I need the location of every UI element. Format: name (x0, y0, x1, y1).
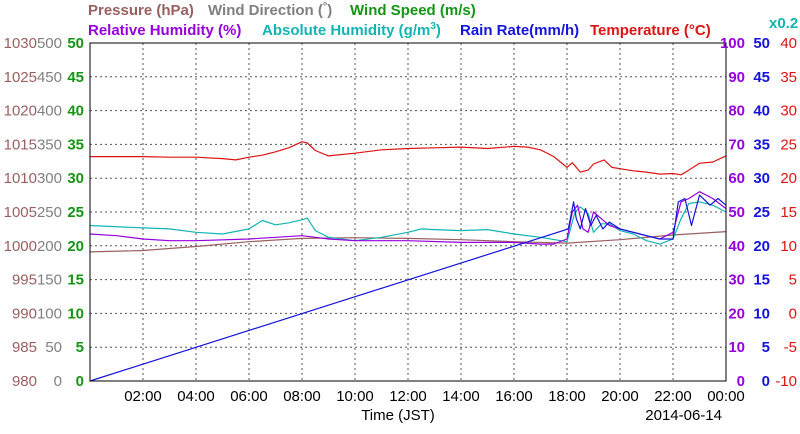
y-tick-wind-direction: 50 (45, 339, 62, 356)
x-tick: 16:00 (495, 388, 533, 405)
chart-grid (90, 43, 726, 381)
y-tick-relative-humidity: 70 (728, 136, 745, 153)
y-tick-temperature: 35 (780, 69, 797, 86)
y-tick-rain-rate: 10 (753, 305, 770, 322)
y-tick-relative-humidity: 20 (728, 305, 745, 322)
legend-pressure: Pressure (hPa) (88, 2, 194, 19)
x-axis-label: Time (JST) (361, 407, 435, 424)
y-tick-wind-speed: 20 (67, 238, 84, 255)
y-tick-rain-rate: 25 (753, 204, 770, 221)
y-tick-pressure: 1000 (4, 238, 37, 255)
y-tick-pressure: 1015 (4, 136, 37, 153)
y-tick-rain-rate: 35 (753, 136, 770, 153)
y-tick-wind-direction: 450 (37, 69, 62, 86)
y-tick-wind-speed: 30 (67, 170, 84, 187)
y-tick-rain-rate: 50 (753, 35, 770, 52)
y-tick-relative-humidity: 0 (737, 373, 745, 390)
y-tick-wind-direction: 350 (37, 136, 62, 153)
x-tick: 02:00 (124, 388, 162, 405)
y-tick-temperature: 10 (780, 238, 797, 255)
y-tick-relative-humidity: 40 (728, 238, 745, 255)
y-tick-temperature: -5 (784, 339, 797, 356)
legend-wind-direction: Wind Direction (°) (208, 1, 332, 19)
x-tick: 18:00 (548, 388, 586, 405)
y-tick-wind-direction: 300 (37, 170, 62, 187)
y-tick-pressure: 1030 (4, 35, 37, 52)
legend-temperature: Temperature (°C) (590, 22, 711, 39)
y-tick-wind-speed: 45 (67, 69, 84, 86)
y-tick-wind-speed: 50 (67, 35, 84, 52)
series-line-temperature (90, 141, 727, 176)
series-line-rain-rate (89, 194, 727, 382)
series-line-absolute-humidity (89, 201, 727, 245)
y-tick-pressure: 995 (12, 272, 37, 289)
y-tick-rain-rate: 40 (753, 103, 770, 120)
y-tick-temperature: 25 (780, 136, 797, 153)
plot-frame (89, 42, 727, 382)
x-tick: 10:00 (336, 388, 374, 405)
y-tick-rain-rate: 5 (762, 339, 770, 356)
y-tick-temperature: 30 (780, 103, 797, 120)
y-tick-rain-rate: 30 (753, 170, 770, 187)
y-tick-wind-direction: 150 (37, 272, 62, 289)
y-tick-rain-rate: 0 (762, 373, 770, 390)
y-tick-wind-direction: 250 (37, 204, 62, 221)
y-tick-wind-direction: 0 (54, 373, 62, 390)
y-tick-rain-rate: 20 (753, 238, 770, 255)
y-tick-relative-humidity: 90 (728, 69, 745, 86)
y-tick-wind-speed: 15 (67, 272, 84, 289)
x-tick: 06:00 (230, 388, 268, 405)
legend-rain-rate: Rain Rate(mm/h) (460, 22, 579, 39)
y-tick-wind-speed: 0 (76, 373, 84, 390)
y-tick-relative-humidity: 80 (728, 103, 745, 120)
y-tick-wind-speed: 40 (67, 103, 84, 120)
legend-absolute-humidity: Absolute Humidity (g/m3) (262, 21, 441, 39)
y-tick-temperature: 0 (789, 305, 797, 322)
x-tick: 04:00 (177, 388, 215, 405)
chart-date: 2014-06-14 (645, 407, 722, 424)
y-tick-temperature: -10 (775, 373, 797, 390)
y-tick-relative-humidity: 100 (720, 35, 745, 52)
y-tick-wind-speed: 10 (67, 305, 84, 322)
y-tick-relative-humidity: 60 (728, 170, 745, 187)
y-tick-wind-speed: 35 (67, 136, 84, 153)
y-tick-rain-rate: 45 (753, 69, 770, 86)
y-tick-temperature: 5 (789, 272, 797, 289)
legend-wind-speed: Wind Speed (m/s) (350, 2, 476, 19)
x-tick: 22:00 (654, 388, 692, 405)
x-tick: 08:00 (283, 388, 321, 405)
y-tick-wind-speed: 5 (76, 339, 84, 356)
series-line-relative-humidity (89, 191, 727, 245)
y-tick-wind-direction: 200 (37, 238, 62, 255)
legend-scale-note: x0.2 (769, 15, 798, 32)
series-line-pressure (89, 231, 727, 253)
y-tick-pressure: 1005 (4, 204, 37, 221)
y-tick-relative-humidity: 30 (728, 272, 745, 289)
y-tick-wind-speed: 25 (67, 204, 84, 221)
y-tick-relative-humidity: 10 (728, 339, 745, 356)
y-tick-pressure: 990 (12, 305, 37, 322)
y-tick-pressure: 1020 (4, 103, 37, 120)
y-tick-pressure: 985 (12, 339, 37, 356)
y-tick-wind-direction: 400 (37, 103, 62, 120)
y-tick-relative-humidity: 50 (728, 204, 745, 221)
y-tick-temperature: 40 (780, 35, 797, 52)
y-tick-wind-direction: 500 (37, 35, 62, 52)
x-tick: 20:00 (601, 388, 639, 405)
chart-series (89, 141, 727, 382)
x-tick: 14:00 (442, 388, 480, 405)
y-tick-pressure: 1025 (4, 69, 37, 86)
y-tick-rain-rate: 15 (753, 272, 770, 289)
x-tick: 00:00 (707, 388, 745, 405)
y-tick-temperature: 20 (780, 170, 797, 187)
y-tick-wind-direction: 100 (37, 305, 62, 322)
y-tick-pressure: 980 (12, 373, 37, 390)
y-tick-temperature: 15 (780, 204, 797, 221)
y-tick-pressure: 1010 (4, 170, 37, 187)
axis-ticks: 9809859909951000100510101015102010251030… (4, 35, 797, 405)
legend-relative-humidity: Relative Humidity (%) (88, 22, 241, 39)
x-tick: 12:00 (389, 388, 427, 405)
